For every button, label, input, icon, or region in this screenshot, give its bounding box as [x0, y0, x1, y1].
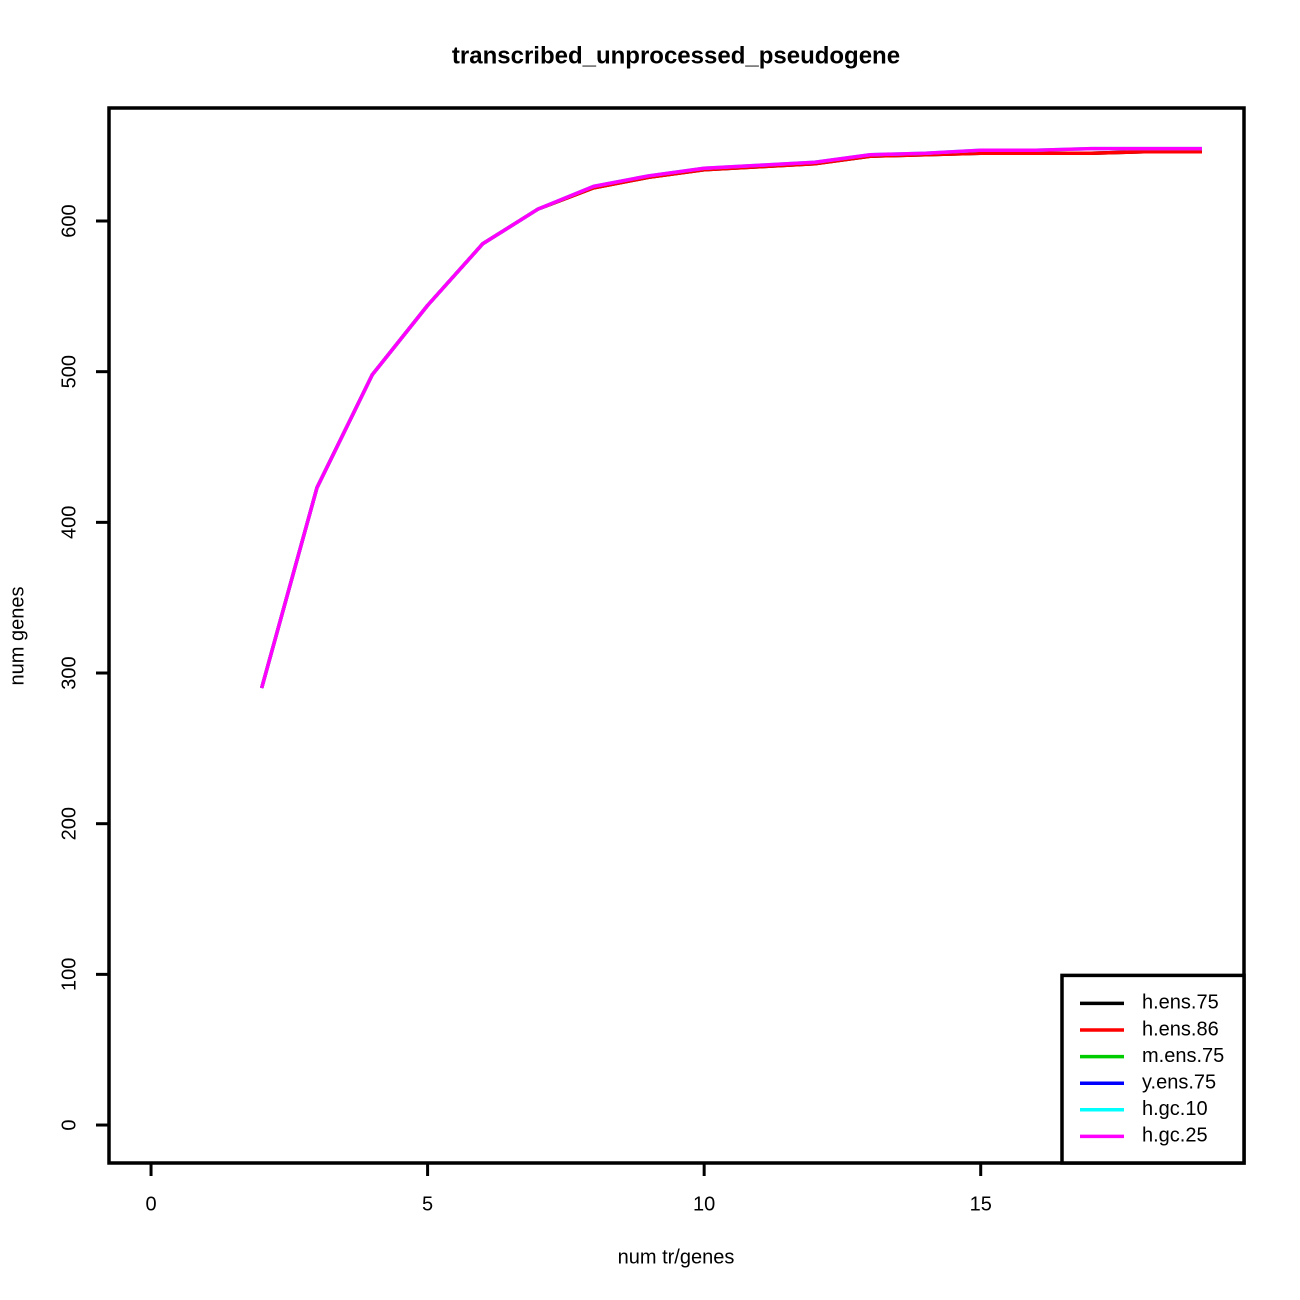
- chart-title: transcribed_unprocessed_pseudogene: [452, 42, 900, 69]
- x-tick-label: 0: [145, 1193, 156, 1215]
- y-tick-label: 600: [58, 204, 80, 237]
- legend-label: h.ens.75: [1142, 992, 1219, 1014]
- legend-label: h.ens.86: [1142, 1018, 1219, 1040]
- legend-box: [1060, 973, 1246, 1165]
- y-tick-label: 300: [58, 656, 80, 689]
- legend-label: h.gc.10: [1142, 1098, 1208, 1120]
- legend-label: m.ens.75: [1142, 1045, 1224, 1067]
- x-tick-label: 5: [422, 1193, 433, 1215]
- y-tick-label: 500: [58, 355, 80, 388]
- y-tick-label: 0: [58, 1119, 80, 1130]
- series-line: [259, 146, 1202, 689]
- x-tick-label: 15: [970, 1193, 992, 1215]
- x-tick-label: 10: [693, 1193, 715, 1215]
- legend-label: h.gc.25: [1142, 1125, 1208, 1147]
- plot-frame: [107, 106, 1246, 1165]
- y-tick-label: 100: [58, 958, 80, 991]
- y-tick-label: 400: [58, 506, 80, 539]
- y-tick-label: 200: [58, 807, 80, 840]
- x-axis-label: num tr/genes: [618, 1246, 735, 1268]
- legend-label: y.ens.75: [1142, 1071, 1216, 1093]
- y-axis-label: num genes: [6, 587, 28, 686]
